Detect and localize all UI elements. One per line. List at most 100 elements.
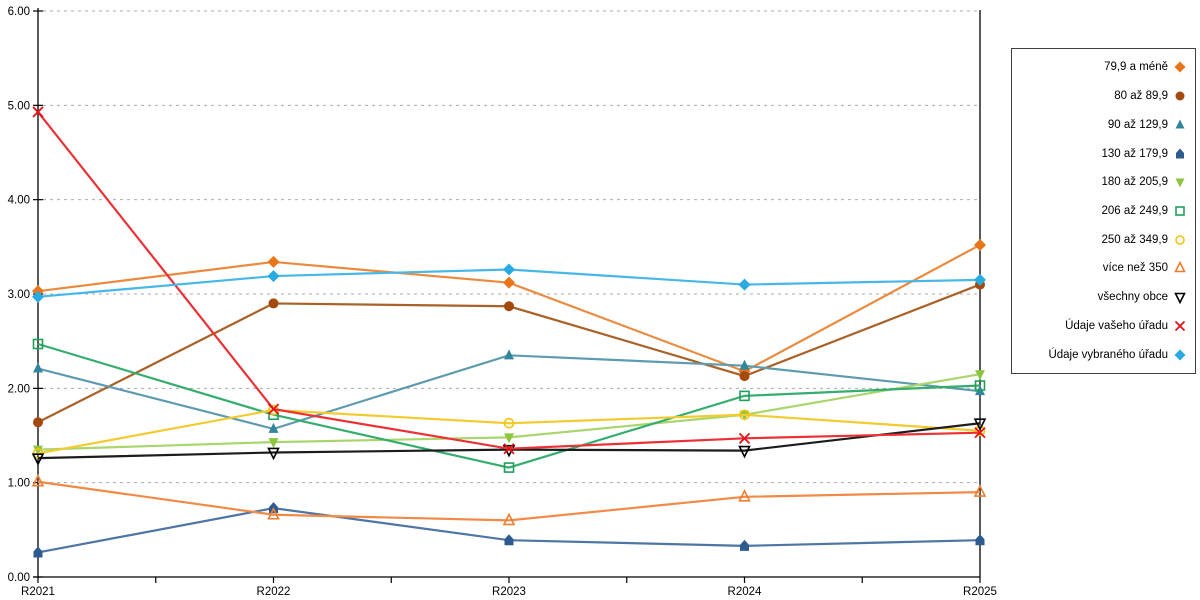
legend-item-8: všechny obce: [1012, 284, 1195, 310]
circle-open-icon: [739, 409, 750, 421]
series-10: [32, 263, 986, 303]
legend-label: Údaje vašeho úřadu: [1065, 319, 1168, 332]
legend-item-2: 90 až 129,9: [1012, 112, 1195, 138]
circle-open-legend-icon: [1175, 234, 1185, 245]
triangle-down-filled-icon: [268, 438, 279, 449]
diamond-filled-icon: [267, 255, 280, 268]
x-icon: [267, 403, 280, 415]
diamond-filled-icon: [267, 270, 280, 283]
x-icon: [974, 427, 986, 439]
square-open-icon: [32, 338, 44, 350]
triangle-up-filled-icon: [268, 422, 279, 433]
legend-label: 206 až 249,9: [1101, 204, 1168, 217]
diamond-filled-legend-icon: [1174, 61, 1186, 73]
triangle-up-filled-icon: [739, 359, 750, 370]
pentagon-filled-legend-icon: [1176, 148, 1184, 159]
diamond-filled-legend-icon: [1174, 349, 1186, 361]
square-open-icon: [1175, 206, 1185, 216]
diamond-filled-icon: [974, 238, 986, 251]
square-open-icon: [739, 390, 750, 402]
triangle-down-open-icon: [31, 453, 45, 466]
triangle-down-open-icon: [267, 447, 280, 461]
legend-label: 79,9 a méně: [1104, 61, 1168, 74]
triangle-down-filled-icon: [504, 433, 514, 444]
square-open-icon: [503, 462, 515, 473]
legend-item-9: Údaje vašeho úřadu: [1012, 313, 1195, 339]
diamond-filled-icon: [974, 273, 986, 286]
diamond-filled-icon: [32, 290, 44, 303]
circle-filled-icon: [504, 301, 514, 312]
y-tick-label: 3.00: [8, 289, 30, 301]
x-tick-label: R2024: [728, 586, 762, 598]
triangle-down-open-legend-icon: [1174, 292, 1186, 305]
triangle-down-filled-legend-icon: [1175, 178, 1185, 188]
legend-item-10: Údaje vybraného úřadu: [1012, 342, 1195, 368]
x-icon: [32, 106, 44, 118]
triangle-up-filled-icon: [33, 362, 43, 373]
series-2: [33, 349, 985, 433]
legend-label: Údaje vybraného úřadu: [1048, 348, 1168, 361]
triangle-up-open-icon: [502, 512, 516, 526]
x-legend-icon: [1174, 320, 1186, 331]
square-open-legend-icon: [1175, 206, 1185, 216]
x-icon: [1174, 320, 1186, 331]
circle-open-icon: [1175, 234, 1185, 245]
x-tick-label: R2023: [492, 586, 526, 598]
square-open-icon: [974, 380, 986, 391]
triangle-up-open-icon: [267, 506, 280, 520]
triangle-up-filled-icon: [504, 349, 514, 360]
triangle-up-open-icon: [31, 473, 45, 487]
x-tick-label: R2022: [257, 586, 291, 598]
legend-item-3: 130 až 179,9: [1012, 141, 1195, 167]
triangle-up-filled-legend-icon: [1175, 119, 1185, 129]
circle-filled-legend-icon: [1175, 91, 1185, 101]
legend-label: 180 až 205,9: [1101, 176, 1168, 189]
legend-item-7: více než 350: [1012, 255, 1195, 281]
series-4: [33, 370, 985, 456]
triangle-up-open-icon: [1174, 261, 1186, 273]
series-line: [37, 342, 981, 469]
x-tick-label: R2021: [21, 586, 55, 598]
circle-filled-icon: [739, 371, 750, 382]
triangle-up-open-icon: [738, 489, 751, 502]
triangle-down-filled-icon: [33, 445, 43, 456]
triangle-down-open-icon: [973, 418, 987, 432]
pentagon-filled-icon: [504, 534, 514, 546]
diamond-filled-icon: [503, 263, 515, 276]
x-tick-label: R2025: [963, 586, 997, 598]
pentagon-filled-icon: [33, 546, 43, 558]
series-line: [37, 480, 981, 522]
series-7: [31, 473, 987, 526]
pentagon-filled-icon: [975, 534, 985, 546]
legend-label: více než 350: [1102, 262, 1168, 275]
legend-item-6: 250 až 349,9: [1012, 227, 1195, 253]
triangle-down-open-icon: [738, 445, 751, 459]
y-tick-label: 4.00: [8, 195, 30, 207]
diamond-filled-icon: [503, 276, 515, 289]
triangle-down-filled-icon: [975, 370, 985, 381]
triangle-up-open-icon: [973, 484, 987, 497]
circle-open-icon: [974, 425, 986, 437]
y-tick-label: 0.00: [8, 572, 30, 584]
y-tick-label: 2.00: [8, 383, 30, 395]
legend-item-4: 180 až 205,9: [1012, 169, 1195, 195]
legend-item-1: 80 až 89,9: [1012, 83, 1195, 109]
circle-filled-icon: [33, 417, 43, 428]
triangle-up-open-legend-icon: [1174, 261, 1186, 273]
legend-item-5: 206 až 249,9: [1012, 198, 1195, 224]
y-tick-label: 1.00: [8, 478, 30, 490]
diamond-filled-icon: [1174, 349, 1186, 361]
legend-label: 90 až 129,9: [1107, 118, 1168, 131]
pentagon-filled-icon: [740, 539, 749, 551]
legend-label: 130 až 179,9: [1101, 147, 1168, 160]
triangle-down-open-icon: [1174, 292, 1186, 305]
series-3: [33, 502, 985, 558]
legend-label: všechny obce: [1097, 291, 1168, 304]
legend-label: 250 až 349,9: [1101, 233, 1168, 246]
circle-filled-icon: [268, 298, 279, 309]
y-tick-label: 6.00: [8, 6, 30, 18]
triangle-down-filled-icon: [1175, 178, 1185, 188]
x-icon: [503, 443, 515, 455]
